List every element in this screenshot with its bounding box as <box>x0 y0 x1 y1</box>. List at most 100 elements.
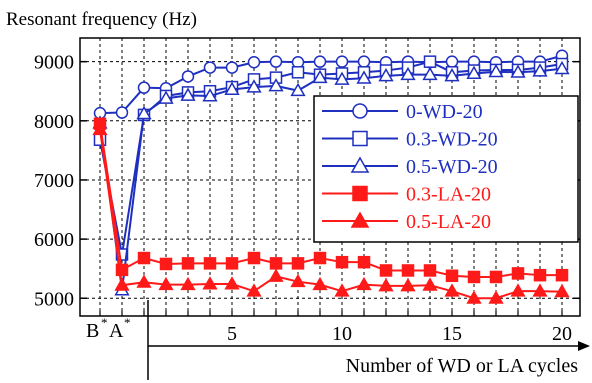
data-point <box>554 60 570 75</box>
data-point <box>335 255 349 269</box>
data-point <box>356 276 372 291</box>
data-point <box>225 257 239 270</box>
data-point <box>203 257 217 270</box>
legend-entry: 0.3-WD-20 <box>322 129 498 151</box>
data-point <box>467 270 481 284</box>
legend: 0-WD-20 0.3-WD-20 0.5-WD-20 0.3-LA-20 0.5-LA… <box>313 95 579 243</box>
y-tick-label: 9000 <box>34 52 74 74</box>
data-point <box>246 283 262 297</box>
data-point <box>312 69 328 84</box>
legend-label: 0.3-LA-20 <box>406 184 491 206</box>
data-point <box>313 55 327 68</box>
data-point <box>510 283 526 297</box>
data-point <box>422 277 438 291</box>
data-point <box>290 82 306 97</box>
data-point <box>247 251 261 265</box>
data-point <box>158 90 174 104</box>
series-line <box>99 129 563 300</box>
x-tick-label: 15 <box>442 323 462 345</box>
y-tick-label: 6000 <box>34 229 74 251</box>
x-tick-star-a: * <box>124 315 131 330</box>
data-point <box>350 211 370 228</box>
data-point <box>350 156 370 173</box>
x-tick-label: 5 <box>227 323 237 345</box>
data-point <box>444 68 460 82</box>
data-point <box>379 264 393 277</box>
series-layer <box>92 49 570 304</box>
legend-label: 0-WD-20 <box>406 101 483 123</box>
data-point <box>378 277 394 292</box>
legend-entry: 0.3-LA-20 <box>322 184 491 206</box>
data-point <box>136 274 152 288</box>
data-point <box>352 185 368 202</box>
data-point <box>533 268 547 282</box>
legend-entry: 0-WD-20 <box>322 101 483 123</box>
data-point <box>115 106 129 119</box>
data-point <box>268 268 284 282</box>
legend-label: 0.3-WD-20 <box>406 129 498 151</box>
data-point <box>357 255 371 269</box>
data-point <box>181 70 195 83</box>
data-point <box>137 81 151 94</box>
data-point <box>290 273 306 288</box>
pre-cycle-labels: B * A * <box>86 315 131 342</box>
data-point <box>423 55 437 68</box>
x-axis-ticks: 5 10 15 20 <box>99 311 572 345</box>
data-point <box>466 290 482 304</box>
data-point <box>137 251 151 265</box>
y-tick-label: 8000 <box>34 111 74 133</box>
data-point <box>181 257 195 270</box>
x-tick-star-b: * <box>101 315 108 330</box>
data-point <box>352 103 368 119</box>
data-point <box>115 263 129 277</box>
data-point <box>555 268 569 282</box>
data-point <box>246 79 262 93</box>
data-point <box>401 264 415 277</box>
data-point <box>291 257 305 270</box>
x-axis-title: Number of WD or LA cycles <box>346 355 579 377</box>
series-line <box>99 60 563 255</box>
data-point <box>202 88 218 102</box>
data-point <box>313 251 327 265</box>
series-0.3-LA-20 <box>93 117 569 284</box>
data-point <box>422 66 438 81</box>
data-point <box>510 64 526 78</box>
data-point <box>423 264 437 277</box>
series-0.5-WD-20 <box>92 60 570 296</box>
x-tick-label-b: B <box>86 320 99 342</box>
data-point <box>334 71 350 85</box>
data-point <box>225 61 239 74</box>
data-point <box>466 65 482 79</box>
x-tick-label: 20 <box>552 323 572 345</box>
data-point <box>357 55 371 68</box>
data-point <box>268 78 284 92</box>
data-point <box>291 66 305 79</box>
data-point <box>378 68 394 82</box>
legend-entry: 0.5-LA-20 <box>322 211 491 233</box>
data-point <box>488 290 504 304</box>
data-point <box>224 81 240 95</box>
data-point <box>312 276 328 291</box>
data-point <box>180 87 196 101</box>
data-point <box>159 257 173 271</box>
data-point <box>356 70 372 84</box>
data-point <box>352 130 368 147</box>
y-tick-label: 5000 <box>34 288 74 310</box>
x-tick-label-a: A <box>109 320 124 342</box>
legend-label: 0.5-LA-20 <box>406 211 491 233</box>
legend-label: 0.5-WD-20 <box>406 156 498 178</box>
data-point <box>269 257 283 270</box>
data-point <box>489 270 503 284</box>
data-point <box>224 276 240 290</box>
series-line <box>99 123 562 278</box>
data-point <box>202 276 218 290</box>
x-tick-label: 10 <box>332 323 352 345</box>
data-point <box>554 283 570 298</box>
y-axis-title: Resonant frequency (Hz) <box>6 9 197 30</box>
data-point <box>444 283 460 297</box>
data-point <box>445 55 459 68</box>
series-line <box>99 54 563 115</box>
data-point <box>114 277 130 291</box>
data-point <box>400 66 416 81</box>
